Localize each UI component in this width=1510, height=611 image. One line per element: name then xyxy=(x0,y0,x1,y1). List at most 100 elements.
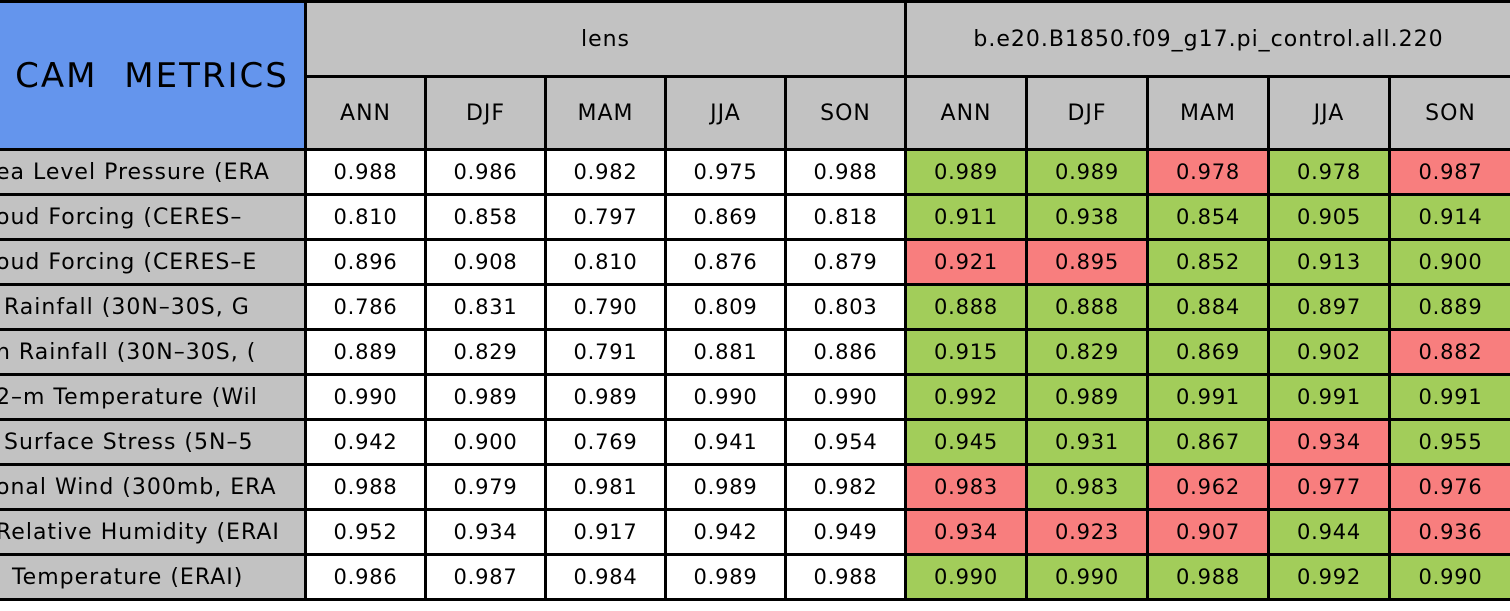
column-group-header-lens: lens xyxy=(307,3,904,75)
table-row: Relative Humidity (ERAI 0.952 0.934 0.917 0.… xyxy=(0,511,1510,553)
lens-value-cell: 0.979 xyxy=(427,466,544,508)
lens-value-cell: 0.982 xyxy=(787,466,904,508)
control-value-cell: 0.915 xyxy=(907,331,1025,373)
control-value-cell: 0.934 xyxy=(907,511,1025,553)
lens-value-cell: 0.988 xyxy=(787,556,904,598)
row-label: onal Wind (300mb, ERA xyxy=(0,466,304,508)
control-value-cell: 0.955 xyxy=(1391,421,1510,463)
lens-value-cell: 0.803 xyxy=(787,286,904,328)
season-header-control-mam: MAM xyxy=(1149,78,1267,148)
lens-value-cell: 0.941 xyxy=(667,421,784,463)
lens-value-cell: 0.990 xyxy=(787,376,904,418)
table-row: Rainfall (30N–30S, G 0.786 0.831 0.790 0.809… xyxy=(0,286,1510,328)
control-value-cell: 0.867 xyxy=(1149,421,1267,463)
control-value-cell: 0.931 xyxy=(1028,421,1146,463)
lens-value-cell: 0.900 xyxy=(427,421,544,463)
row-label: Temperature (ERAI) xyxy=(0,556,304,598)
lens-value-cell: 0.896 xyxy=(307,241,424,283)
season-header-lens-mam: MAM xyxy=(547,78,664,148)
control-value-cell: 0.983 xyxy=(1028,466,1146,508)
lens-value-cell: 0.869 xyxy=(667,196,784,238)
control-value-cell: 0.923 xyxy=(1028,511,1146,553)
control-value-cell: 0.900 xyxy=(1391,241,1510,283)
lens-value-cell: 0.988 xyxy=(307,466,424,508)
control-value-cell: 0.989 xyxy=(907,151,1025,193)
table-row: onal Wind (300mb, ERA 0.988 0.979 0.981 0.98… xyxy=(0,466,1510,508)
control-value-cell: 0.869 xyxy=(1149,331,1267,373)
season-header-control-ann: ANN xyxy=(907,78,1025,148)
control-value-cell: 0.976 xyxy=(1391,466,1510,508)
lens-value-cell: 0.879 xyxy=(787,241,904,283)
control-value-cell: 0.978 xyxy=(1270,151,1388,193)
page-title: CAM METRICS xyxy=(0,3,304,148)
row-label: oud Forcing (CERES–E xyxy=(0,241,304,283)
table-row: 2–m Temperature (Wil 0.990 0.989 0.989 0.990… xyxy=(0,376,1510,418)
row-label: Rainfall (30N–30S, G xyxy=(0,286,304,328)
control-value-cell: 0.888 xyxy=(1028,286,1146,328)
control-value-cell: 0.983 xyxy=(907,466,1025,508)
control-value-cell: 0.989 xyxy=(1028,151,1146,193)
row-label-text: Rainfall (30N–30S, G xyxy=(0,294,250,320)
control-value-cell: 0.895 xyxy=(1028,241,1146,283)
row-label-text: onal Wind (300mb, ERA xyxy=(0,474,277,500)
control-value-cell: 0.990 xyxy=(1028,556,1146,598)
season-header-control-djf: DJF xyxy=(1028,78,1146,148)
control-value-cell: 0.914 xyxy=(1391,196,1510,238)
lens-value-cell: 0.989 xyxy=(547,376,664,418)
lens-value-cell: 0.986 xyxy=(307,556,424,598)
season-header-lens-son: SON xyxy=(787,78,904,148)
control-value-cell: 0.913 xyxy=(1270,241,1388,283)
control-value-cell: 0.897 xyxy=(1270,286,1388,328)
row-label-text: Surface Stress (5N–5 xyxy=(0,429,254,455)
control-value-cell: 0.988 xyxy=(1149,556,1267,598)
column-group-header-control: b.e20.B1850.f09_g17.pi_control.all.220 xyxy=(907,3,1510,75)
lens-value-cell: 0.952 xyxy=(307,511,424,553)
row-label-text: oud Forcing (CERES–E xyxy=(0,249,258,275)
row-label: 2–m Temperature (Wil xyxy=(0,376,304,418)
lens-value-cell: 0.954 xyxy=(787,421,904,463)
control-value-cell: 0.978 xyxy=(1149,151,1267,193)
lens-value-cell: 0.987 xyxy=(427,556,544,598)
lens-value-cell: 0.786 xyxy=(307,286,424,328)
control-value-cell: 0.991 xyxy=(1391,376,1510,418)
lens-value-cell: 0.989 xyxy=(667,466,784,508)
lens-value-cell: 0.990 xyxy=(307,376,424,418)
control-value-cell: 0.889 xyxy=(1391,286,1510,328)
row-label-text: Temperature (ERAI) xyxy=(0,564,244,590)
lens-value-cell: 0.889 xyxy=(307,331,424,373)
control-value-cell: 0.990 xyxy=(1391,556,1510,598)
lens-value-cell: 0.989 xyxy=(427,376,544,418)
lens-value-cell: 0.831 xyxy=(427,286,544,328)
table-header: CAM METRICS lens b.e20.B1850.f09_g17.pi_… xyxy=(0,3,1510,148)
row-label: n Rainfall (30N–30S, ( xyxy=(0,331,304,373)
control-value-cell: 0.884 xyxy=(1149,286,1267,328)
lens-value-cell: 0.769 xyxy=(547,421,664,463)
row-label-text: n Rainfall (30N–30S, ( xyxy=(0,339,257,365)
lens-value-cell: 0.810 xyxy=(547,241,664,283)
row-label-text: Relative Humidity (ERAI xyxy=(0,519,280,545)
table-row: ea Level Pressure (ERA 0.988 0.986 0.982 0.9… xyxy=(0,151,1510,193)
row-label-text: ea Level Pressure (ERA xyxy=(0,159,270,185)
control-value-cell: 0.992 xyxy=(907,376,1025,418)
lens-value-cell: 0.876 xyxy=(667,241,784,283)
lens-value-cell: 0.989 xyxy=(667,556,784,598)
lens-value-cell: 0.797 xyxy=(547,196,664,238)
table-row: oud Forcing (CERES– 0.810 0.858 0.797 0.869 0… xyxy=(0,196,1510,238)
control-value-cell: 0.882 xyxy=(1391,331,1510,373)
lens-value-cell: 0.942 xyxy=(667,511,784,553)
control-value-cell: 0.934 xyxy=(1270,421,1388,463)
lens-value-cell: 0.881 xyxy=(667,331,784,373)
control-value-cell: 0.945 xyxy=(907,421,1025,463)
control-value-cell: 0.911 xyxy=(907,196,1025,238)
season-header-lens-jja: JJA xyxy=(667,78,784,148)
control-value-cell: 0.938 xyxy=(1028,196,1146,238)
control-value-cell: 0.905 xyxy=(1270,196,1388,238)
lens-value-cell: 0.986 xyxy=(427,151,544,193)
lens-value-cell: 0.988 xyxy=(307,151,424,193)
lens-value-cell: 0.791 xyxy=(547,331,664,373)
lens-value-cell: 0.790 xyxy=(547,286,664,328)
row-label: oud Forcing (CERES– xyxy=(0,196,304,238)
row-label-text: 2–m Temperature (Wil xyxy=(0,384,258,410)
